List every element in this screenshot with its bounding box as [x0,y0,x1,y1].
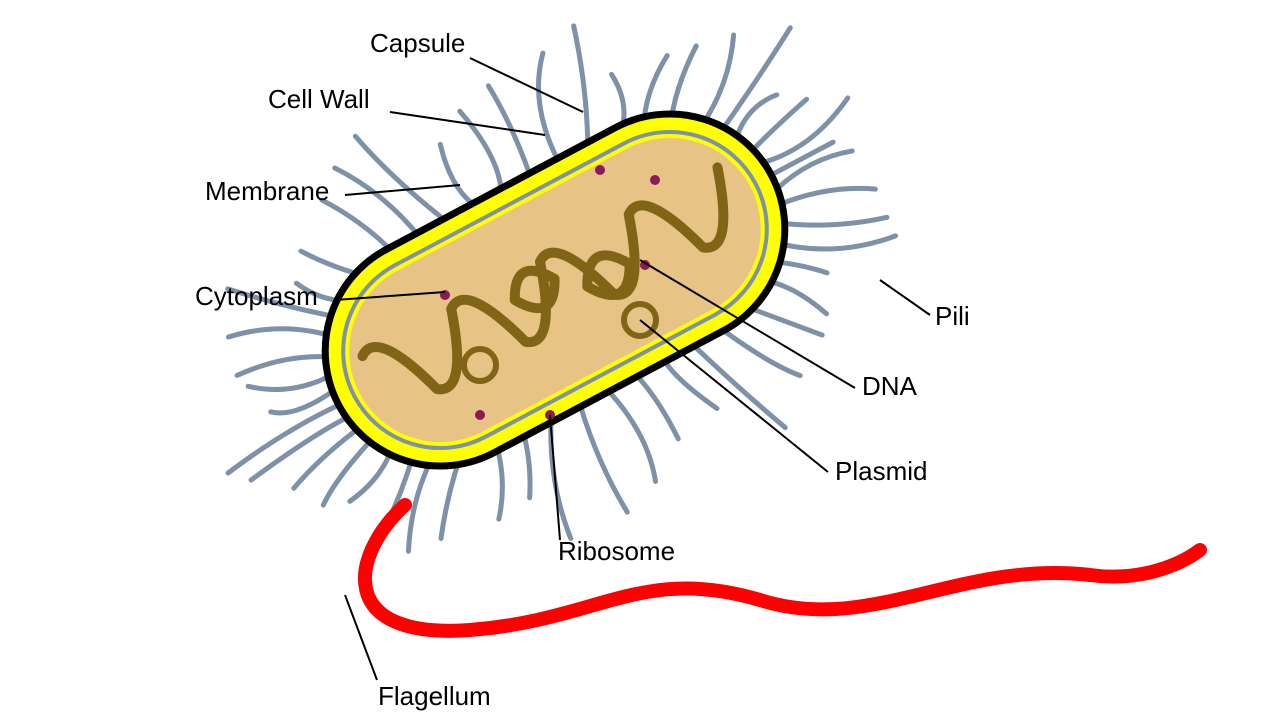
pilus [688,340,786,428]
ribosome [475,410,485,420]
pilus [776,217,887,225]
pilus [335,168,423,240]
pilus [637,376,678,439]
pilus [777,151,853,189]
pilus [440,144,473,204]
label-flagellum: Flagellum [378,681,491,711]
leader-line-pili [880,280,930,315]
pilus [323,435,376,505]
label-pili: Pili [935,301,970,331]
pilus [355,136,446,221]
label-ribosome: Ribosome [558,536,675,566]
label-cytoplasm: Cytoplasm [195,281,318,311]
label-capsule: Capsule [370,28,465,58]
label-plasmid: Plasmid [835,456,927,486]
ribosome [650,175,660,185]
leader-line-plasmid [640,320,828,472]
ribosome [595,165,605,175]
pilus [539,53,559,162]
pilus [574,26,588,152]
pilus [248,375,332,390]
pilus [769,236,895,249]
pilus [551,418,571,539]
pilus [663,358,717,408]
bacterial-cell-diagram: CapsuleCell Wall Membrane Cytoplasm Pili DNA… [0,0,1280,720]
pilus [237,357,334,376]
pilus [294,427,360,488]
pilus [778,188,875,205]
label-membrane: Membrane [205,176,329,206]
pilus [609,392,656,482]
label-dna: DNA [862,371,918,401]
flagellum [365,505,1200,631]
leader-line-ribosome [550,415,560,540]
label-cell_wall: Cell Wall [268,84,370,114]
leader-line-cell_wall [390,112,545,135]
pilus [580,406,627,512]
